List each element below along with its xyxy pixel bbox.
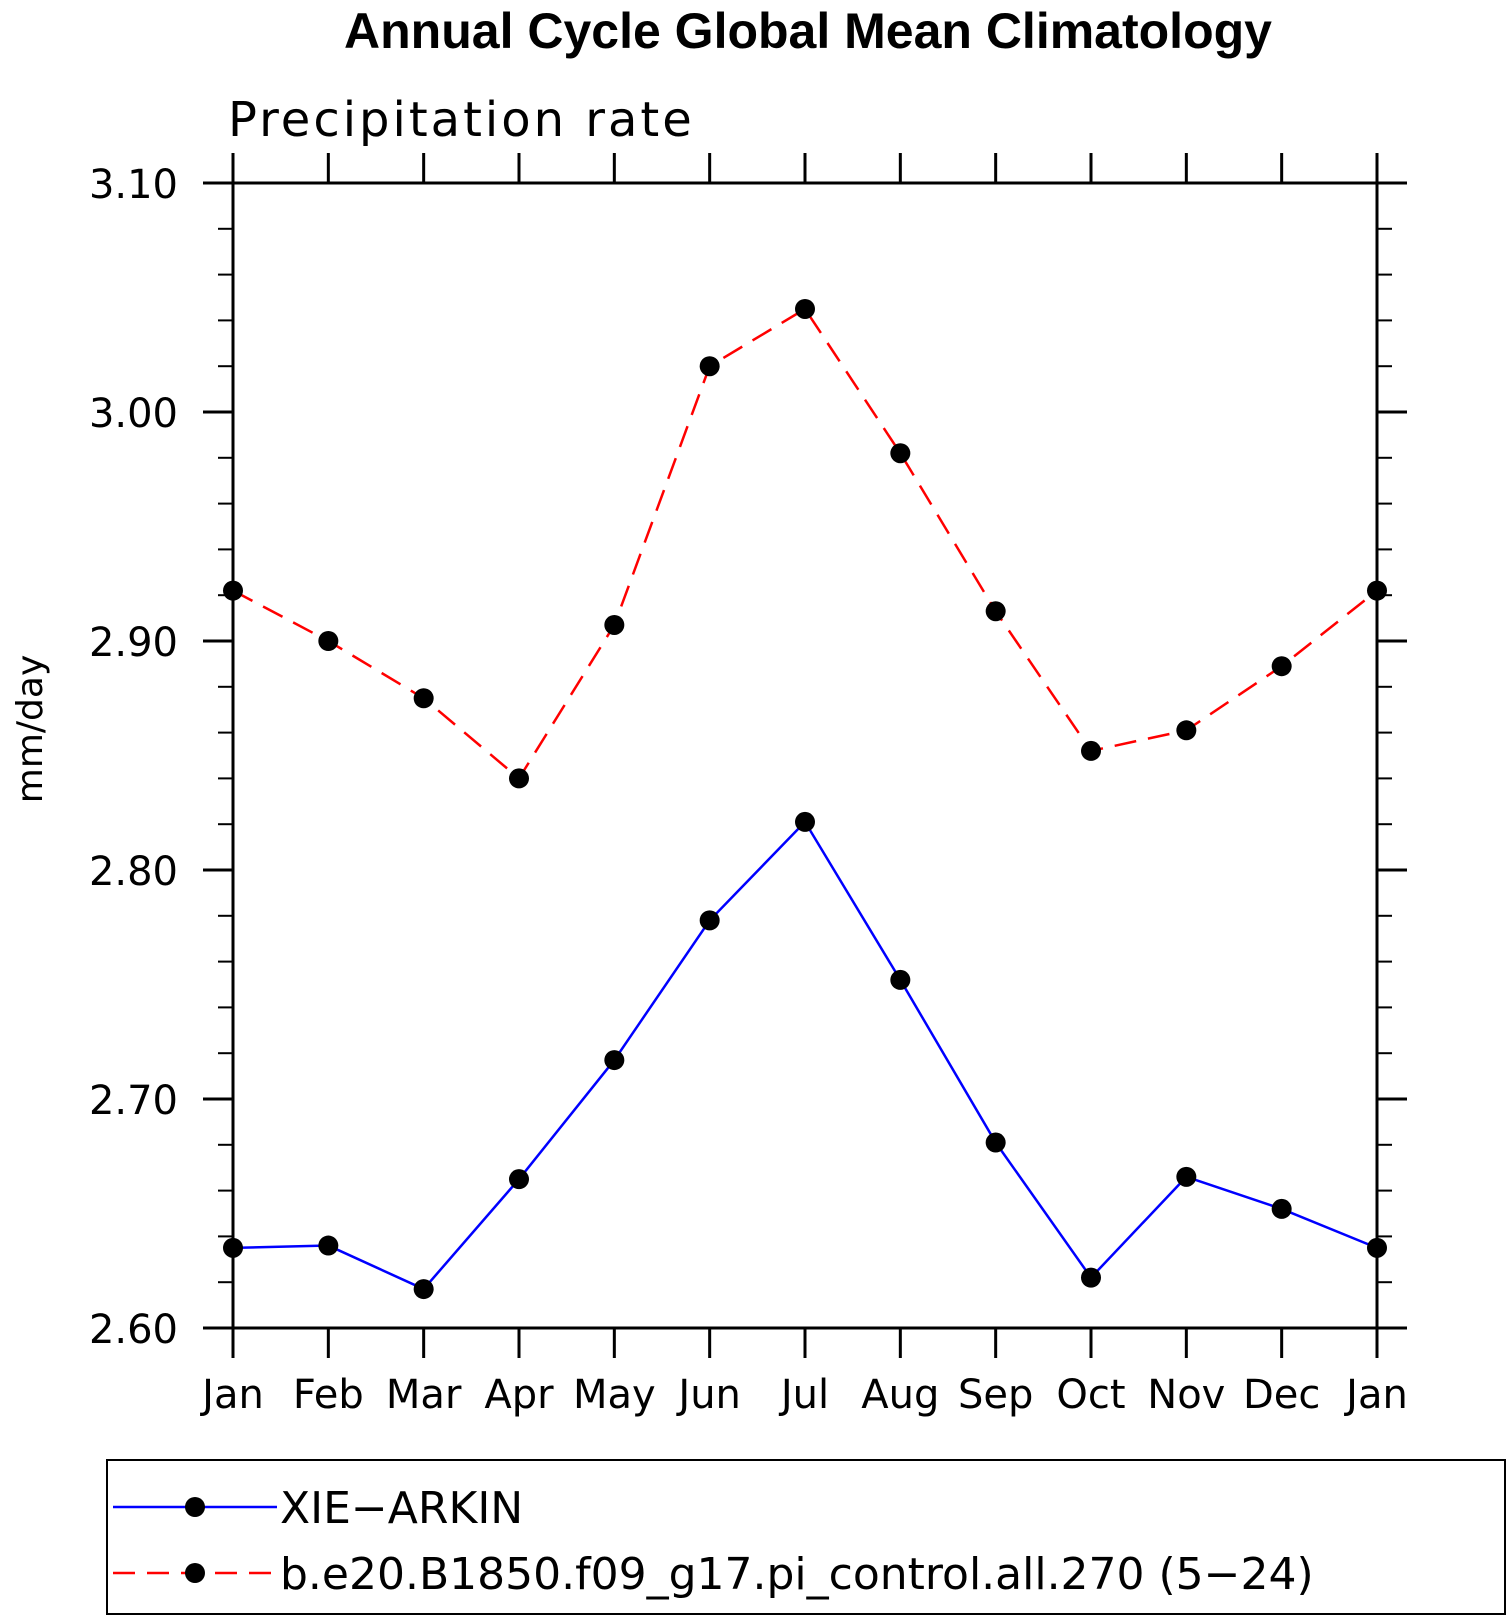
x-tick-label: Sep <box>958 1372 1033 1418</box>
x-tick-label: Oct <box>1056 1372 1125 1418</box>
data-point-0 <box>985 1132 1006 1153</box>
data-point-1 <box>1271 656 1292 677</box>
y-tick-label: 3.00 <box>89 391 178 437</box>
data-point-0 <box>890 969 911 990</box>
data-point-0 <box>604 1050 625 1071</box>
x-tick-label: May <box>573 1372 656 1418</box>
x-tick-label: Mar <box>386 1372 462 1418</box>
data-point-0 <box>795 811 815 832</box>
chart-title: Annual Cycle Global Mean Climatology <box>344 3 1272 59</box>
x-tick-label: Jan <box>199 1372 264 1418</box>
legend-label-1: b.e20.B1850.f09_g17.pi_control.all.270 (… <box>280 1549 1314 1600</box>
legend-marker-1 <box>185 1563 205 1583</box>
y-axis-label: mm/day <box>10 655 51 803</box>
data-point-0 <box>699 910 720 931</box>
series-lines <box>232 307 1378 1291</box>
data-point-1 <box>985 601 1006 622</box>
y-tick-label: 2.90 <box>89 620 178 666</box>
axis-tick-labels: Jan Feb Mar Apr May Jun Jul Aug Sep Oct Nov Dec Jan 2… <box>89 162 1408 1418</box>
data-point-0 <box>1176 1166 1197 1187</box>
x-tick-label: Nov <box>1147 1372 1225 1418</box>
plot-frame <box>231 181 1379 1330</box>
x-tick-label: Feb <box>293 1372 364 1418</box>
data-point-1 <box>699 356 720 377</box>
series-line-1 <box>232 307 1378 781</box>
x-tick-label: Aug <box>861 1372 939 1418</box>
y-tick-label: 2.70 <box>89 1078 178 1124</box>
x-tick-label: Jan <box>1343 1372 1408 1418</box>
data-point-0 <box>413 1279 434 1300</box>
y-tick-label: 3.10 <box>89 162 178 208</box>
data-point-1 <box>604 614 625 635</box>
data-point-1 <box>795 298 815 319</box>
data-point-0 <box>509 1169 529 1190</box>
data-point-0 <box>1367 1237 1387 1258</box>
data-point-1 <box>1081 740 1101 761</box>
y-tick-label: 2.60 <box>89 1307 178 1353</box>
x-tick-label: Jun <box>675 1372 741 1418</box>
legend-label-0: XIE−ARKIN <box>280 1483 523 1534</box>
legend-marker-0 <box>185 1497 205 1517</box>
x-tick-label: Jul <box>778 1372 829 1418</box>
data-point-1 <box>413 688 434 709</box>
data-point-1 <box>223 580 243 601</box>
y-tick-label: 2.80 <box>89 849 178 895</box>
axis-ticks <box>203 153 1407 1358</box>
series-markers <box>223 298 1387 1300</box>
data-point-1 <box>318 631 339 651</box>
legend: XIE−ARKIN b.e20.B1850.f09_g17.pi_control.… <box>113 1483 1314 1600</box>
series-line-0 <box>232 819 1378 1291</box>
data-point-0 <box>1081 1267 1101 1288</box>
chart-subtitle: Precipitation rate <box>228 92 695 148</box>
data-point-1 <box>1176 720 1197 741</box>
data-point-0 <box>223 1237 243 1258</box>
data-point-0 <box>318 1235 339 1256</box>
x-tick-label: Dec <box>1243 1372 1320 1418</box>
data-point-1 <box>890 443 911 464</box>
data-point-0 <box>1271 1198 1292 1219</box>
data-point-1 <box>1367 580 1387 601</box>
x-tick-label: Apr <box>484 1372 554 1418</box>
legend-box <box>106 1459 1506 1615</box>
data-point-1 <box>509 768 529 789</box>
